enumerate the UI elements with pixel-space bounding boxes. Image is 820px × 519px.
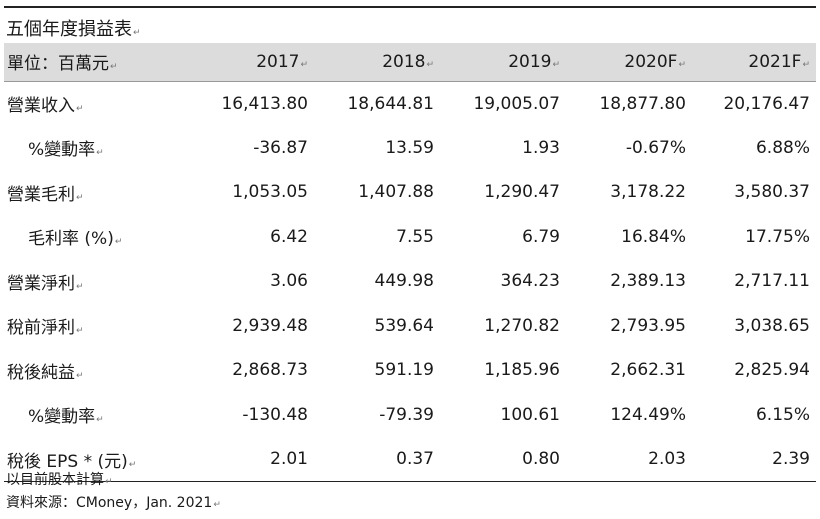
cell-value: 124.49% xyxy=(610,404,686,425)
cell-value: 2,389.13 xyxy=(610,271,686,292)
cell-value: 18,644.81 xyxy=(347,93,434,114)
cell-value: 3,580.37 xyxy=(734,182,810,203)
cell-value: 2,717.11 xyxy=(734,271,810,292)
cell-value: 3,038.65 xyxy=(734,315,810,336)
cell-value: 1,053.05 xyxy=(232,182,308,203)
income-statement-table: 單位：百萬元↵ 2017↵ 2018↵ 2019↵ 2020F↵ 2021F↵ … xyxy=(4,43,816,482)
cell-value: 6.79 xyxy=(522,226,560,247)
row-label: 稅後純益↵ xyxy=(7,362,84,383)
row-label: 毛利率 (%)↵ xyxy=(28,229,123,250)
cell-value: 0.37 xyxy=(396,449,434,469)
row-operating-income: 營業淨利↵ 3.06 449.98 364.23 2,389.13 2,717.… xyxy=(4,259,816,304)
row-pretax-income: 稅前淨利↵ 2,939.48 539.64 1,270.82 2,793.95 … xyxy=(4,304,816,349)
cell-value: 13.59 xyxy=(385,137,434,158)
cell-value: 591.19 xyxy=(374,360,434,381)
cell-value: -36.87 xyxy=(253,137,308,158)
row-label: 營業收入↵ xyxy=(7,96,84,116)
cell-value: 1,270.82 xyxy=(484,315,560,336)
row-revenue: 營業收入↵ 16,413.80 18,644.81 19,005.07 18,8… xyxy=(4,81,816,126)
year-header: 2018↵ xyxy=(382,51,434,72)
cell-value: 2.03 xyxy=(648,449,686,469)
cell-value: 1,290.47 xyxy=(484,182,560,203)
row-label: 營業淨利↵ xyxy=(7,273,84,294)
cell-value: 19,005.07 xyxy=(473,93,560,114)
cell-value: 364.23 xyxy=(500,271,560,292)
cell-value: 6.88% xyxy=(755,137,810,158)
year-header: 2021F↵ xyxy=(748,51,810,72)
cell-value: 18,877.80 xyxy=(599,93,686,114)
cell-value: 100.61 xyxy=(500,404,560,425)
cell-value: 2,868.73 xyxy=(232,360,308,381)
year-header: 2019↵ xyxy=(508,51,560,72)
row-label: 營業毛利↵ xyxy=(7,184,84,205)
row-label: 稅後 EPS * (元)↵ xyxy=(7,451,137,472)
cell-value: 2.01 xyxy=(270,449,308,469)
row-net-income-change: %變動率↵ -130.48 -79.39 100.61 124.49% 6.15… xyxy=(4,393,816,438)
cell-value: 2,662.31 xyxy=(610,360,686,381)
row-label: %變動率↵ xyxy=(28,140,104,161)
cell-value: 17.75% xyxy=(745,226,810,247)
cell-value: 3.06 xyxy=(270,271,308,292)
row-net-income: 稅後純益↵ 2,868.73 591.19 1,185.96 2,662.31 … xyxy=(4,348,816,393)
cell-value: -130.48 xyxy=(242,404,308,425)
cell-value: -79.39 xyxy=(379,404,434,425)
cell-value: 449.98 xyxy=(374,271,434,292)
cell-value: 20,176.47 xyxy=(723,93,810,114)
cell-value: 2,793.95 xyxy=(610,315,686,336)
cell-value: 6.15% xyxy=(755,404,810,425)
cell-value: 1,185.96 xyxy=(484,360,560,381)
unit-label: 單位：百萬元↵ xyxy=(7,54,118,75)
header-row: 單位：百萬元↵ 2017↵ 2018↵ 2019↵ 2020F↵ 2021F↵ xyxy=(4,43,816,81)
footnote-source: 資料來源：CMoney，Jan. 2021↵ xyxy=(6,495,221,511)
cell-value: 6.42 xyxy=(270,226,308,247)
row-revenue-change: %變動率↵ -36.87 13.59 1.93 -0.67% 6.88% xyxy=(4,126,816,171)
cell-value: 2,939.48 xyxy=(232,315,308,336)
row-label: 稅前淨利↵ xyxy=(7,318,84,339)
cell-value: 7.55 xyxy=(396,226,434,247)
cell-value: -0.67% xyxy=(625,137,686,158)
row-label: %變動率↵ xyxy=(28,407,104,428)
row-gross-profit: 營業毛利↵ 1,053.05 1,407.88 1,290.47 3,178.2… xyxy=(4,170,816,215)
cell-value: 1.93 xyxy=(522,137,560,158)
cell-value: 16,413.80 xyxy=(221,93,308,114)
cell-value: 0.80 xyxy=(522,449,560,469)
year-header: 2020F↵ xyxy=(624,51,686,72)
top-rule xyxy=(4,6,816,8)
cell-value: 16.84% xyxy=(621,226,686,247)
table-title: 五個年度損益表↵ xyxy=(6,19,141,40)
cell-value: 2.39 xyxy=(772,449,810,469)
row-eps: 稅後 EPS * (元)↵ 2.01 0.37 0.80 2.03 2.39 xyxy=(4,437,816,482)
year-header: 2017↵ xyxy=(256,51,308,72)
row-gross-margin: 毛利率 (%)↵ 6.42 7.55 6.79 16.84% 17.75% xyxy=(4,215,816,260)
cell-value: 3,178.22 xyxy=(610,182,686,203)
footnote-basis: 以目前股本計算↵ xyxy=(6,472,113,488)
cell-value: 1,407.88 xyxy=(358,182,434,203)
cell-value: 539.64 xyxy=(374,315,434,336)
cell-value: 2,825.94 xyxy=(734,360,810,381)
